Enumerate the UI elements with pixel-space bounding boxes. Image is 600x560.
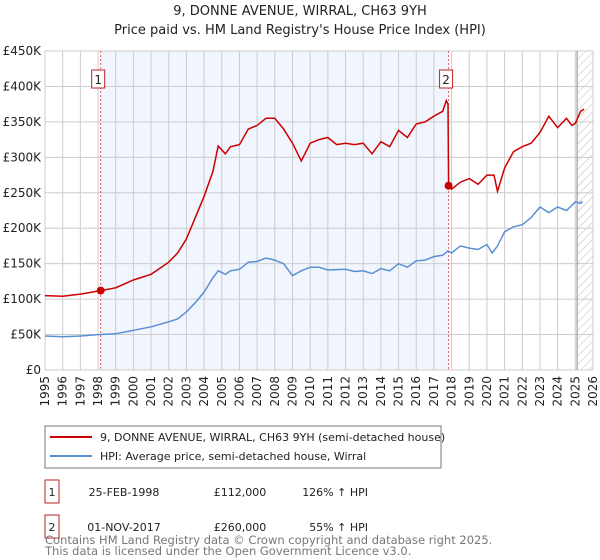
x-tick-label: 2023 bbox=[533, 376, 547, 407]
legend-label: 9, DONNE AVENUE, WIRRAL, CH63 9YH (semi-… bbox=[100, 431, 445, 444]
x-tick-label: 2013 bbox=[356, 376, 370, 407]
sale-row-num: 2 bbox=[49, 521, 56, 534]
x-tick-label: 2018 bbox=[445, 376, 459, 407]
sale-badge bbox=[91, 69, 106, 89]
x-tick-label: 2019 bbox=[462, 376, 476, 407]
x-tick-label: 1998 bbox=[91, 376, 105, 407]
x-tick-label: 2001 bbox=[144, 376, 158, 407]
y-tick-label: £400K bbox=[3, 79, 43, 93]
x-tick-label: 1999 bbox=[109, 376, 123, 407]
sale-badge-label: 2 bbox=[442, 73, 450, 87]
footer-line-2: This data is licensed under the Open Gov… bbox=[45, 544, 412, 558]
y-tick-label: £50K bbox=[10, 328, 42, 342]
footer-line-1: Contains HM Land Registry data © Crown c… bbox=[45, 533, 493, 547]
property-series-line bbox=[44, 98, 585, 298]
sale-row-hpi: 55% ↑ HPI bbox=[309, 521, 368, 534]
x-tick-label: 1995 bbox=[38, 376, 52, 407]
x-tick-label: 2014 bbox=[374, 376, 388, 407]
x-tick-label: 2009 bbox=[285, 376, 299, 407]
x-tick-label: 2020 bbox=[480, 376, 494, 407]
chart-title: 9, DONNE AVENUE, WIRRAL, CH63 9YH bbox=[173, 4, 427, 19]
y-tick-label: £300K bbox=[3, 150, 43, 164]
sale-row-price: £260,000 bbox=[214, 521, 267, 534]
x-tick-label: 2010 bbox=[303, 376, 317, 407]
x-tick-label: 2000 bbox=[126, 376, 140, 407]
x-tick-label: 2008 bbox=[268, 376, 282, 407]
sale-point bbox=[96, 286, 105, 295]
sale-badge bbox=[439, 69, 454, 89]
x-tick-label: 1997 bbox=[73, 376, 87, 407]
sale-row-date: 01-NOV-2017 bbox=[87, 521, 161, 534]
sale-row-hpi: 126% ↑ HPI bbox=[302, 486, 368, 499]
forecast-hatch bbox=[577, 51, 593, 370]
sale-row-badge bbox=[44, 479, 60, 504]
x-tick-label: 2007 bbox=[250, 376, 264, 407]
x-tick-label: 2026 bbox=[586, 376, 600, 407]
hpi-series-line bbox=[44, 200, 583, 338]
y-tick-label: £350K bbox=[3, 115, 43, 129]
sale-row-num: 1 bbox=[49, 486, 56, 499]
x-tick-label: 2025 bbox=[568, 376, 582, 407]
y-tick-label: £100K bbox=[3, 292, 43, 306]
x-tick-label: 2022 bbox=[515, 376, 529, 407]
x-tick-label: 2015 bbox=[392, 376, 406, 407]
y-tick-label: £450K bbox=[3, 44, 43, 58]
x-tick-label: 2005 bbox=[215, 376, 229, 407]
y-tick-label: £0 bbox=[26, 363, 41, 377]
legend-box bbox=[44, 425, 442, 469]
sale-row-date: 25-FEB-1998 bbox=[89, 486, 160, 499]
x-tick-label: 2003 bbox=[179, 376, 193, 407]
x-tick-label: 2024 bbox=[551, 376, 565, 407]
x-tick-label: 2012 bbox=[339, 376, 353, 407]
chart-subtitle: Price paid vs. HM Land Registry's House … bbox=[114, 23, 486, 38]
x-tick-label: 2016 bbox=[409, 376, 423, 407]
x-tick-label: 2002 bbox=[162, 376, 176, 407]
x-tick-label: 2006 bbox=[232, 376, 246, 407]
y-tick-label: £250K bbox=[3, 186, 43, 200]
sale-badge-label: 1 bbox=[94, 73, 102, 87]
y-tick-label: £200K bbox=[3, 221, 43, 235]
x-tick-label: 2011 bbox=[321, 376, 335, 407]
x-tick-label: 2021 bbox=[498, 376, 512, 407]
y-tick-label: £150K bbox=[3, 257, 43, 271]
x-tick-label: 2004 bbox=[197, 376, 211, 407]
x-tick-label: 1996 bbox=[56, 376, 70, 407]
sale-row-badge bbox=[44, 514, 60, 539]
x-tick-label: 2017 bbox=[427, 376, 441, 407]
legend-label: HPI: Average price, semi-detached house,… bbox=[100, 450, 366, 463]
sale-row-price: £112,000 bbox=[214, 486, 267, 499]
sale-point bbox=[444, 181, 453, 190]
